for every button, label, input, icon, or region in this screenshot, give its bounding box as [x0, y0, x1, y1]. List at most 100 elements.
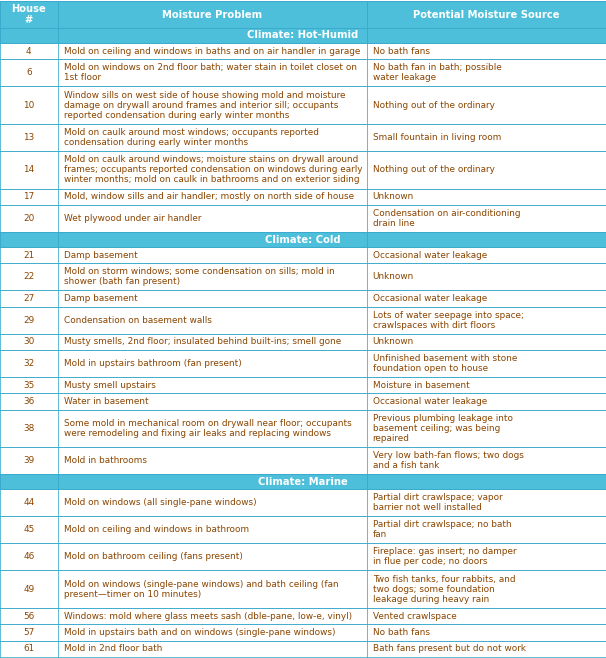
Text: Small fountain in living room: Small fountain in living room: [373, 133, 501, 142]
Text: Occasional water leakage: Occasional water leakage: [373, 251, 487, 260]
Bar: [0, 641, 606, 657]
Bar: [0, 350, 606, 377]
Text: 56: 56: [23, 612, 35, 620]
Text: Lots of water seepage into space;
crawlspaces with dirt floors: Lots of water seepage into space; crawls…: [373, 311, 524, 330]
Text: House
#: House #: [12, 4, 46, 25]
Text: 44: 44: [23, 498, 35, 507]
Text: 29: 29: [23, 316, 35, 324]
Bar: [0, 393, 606, 409]
Text: Mold on ceiling and windows in baths and on air handler in garage: Mold on ceiling and windows in baths and…: [64, 47, 360, 55]
Bar: [0, 124, 606, 151]
Bar: [0, 232, 606, 247]
Text: 45: 45: [23, 525, 35, 534]
Text: Vented crawlspace: Vented crawlspace: [373, 612, 456, 620]
Text: 14: 14: [23, 165, 35, 174]
Bar: [0, 517, 606, 544]
Text: Damp basement: Damp basement: [64, 294, 138, 303]
Bar: [0, 377, 606, 393]
Text: Climate: Marine: Climate: Marine: [258, 477, 348, 487]
Text: Musty smell upstairs: Musty smell upstairs: [64, 380, 156, 390]
Text: Two fish tanks, four rabbits, and
two dogs; some foundation
leakage during heavy: Two fish tanks, four rabbits, and two do…: [373, 574, 515, 604]
Bar: [0, 624, 606, 641]
Text: Climate: Cold: Climate: Cold: [265, 235, 341, 245]
Text: Some mold in mechanical room on drywall near floor; occupants
were remodeling an: Some mold in mechanical room on drywall …: [64, 419, 351, 438]
Text: No bath fans: No bath fans: [373, 47, 430, 55]
Text: Unknown: Unknown: [373, 272, 414, 282]
Text: Unknown: Unknown: [373, 193, 414, 201]
Text: Moisture Problem: Moisture Problem: [162, 9, 262, 20]
Bar: [0, 43, 606, 59]
Text: Mold in bathrooms: Mold in bathrooms: [64, 457, 147, 465]
Text: Mold on bathroom ceiling (fans present): Mold on bathroom ceiling (fans present): [64, 552, 242, 561]
Text: 13: 13: [23, 133, 35, 142]
Text: 49: 49: [23, 585, 35, 594]
Text: 32: 32: [23, 359, 35, 368]
Text: 57: 57: [23, 628, 35, 637]
Text: Occasional water leakage: Occasional water leakage: [373, 397, 487, 406]
Text: Condensation on basement walls: Condensation on basement walls: [64, 316, 211, 324]
Text: Mold in 2nd floor bath: Mold in 2nd floor bath: [64, 644, 162, 653]
Text: Window sills on west side of house showing mold and moisture
damage on drywall a: Window sills on west side of house showi…: [64, 91, 345, 120]
Text: Damp basement: Damp basement: [64, 251, 138, 260]
Bar: [0, 544, 606, 570]
Text: Nothing out of the ordinary: Nothing out of the ordinary: [373, 101, 494, 110]
Text: Wet plywood under air handler: Wet plywood under air handler: [64, 214, 201, 223]
Text: Very low bath-fan flows; two dogs
and a fish tank: Very low bath-fan flows; two dogs and a …: [373, 451, 524, 470]
Text: 21: 21: [23, 251, 35, 260]
Bar: [0, 189, 606, 205]
Text: 10: 10: [23, 101, 35, 110]
Text: Mold on caulk around windows; moisture stains on drywall around
frames; occupant: Mold on caulk around windows; moisture s…: [64, 155, 362, 184]
Bar: [0, 59, 606, 86]
Bar: [0, 28, 606, 43]
Text: Previous plumbing leakage into
basement ceiling; was being
repaired: Previous plumbing leakage into basement …: [373, 414, 513, 443]
Bar: [0, 151, 606, 189]
Text: 39: 39: [23, 457, 35, 465]
Text: 61: 61: [23, 644, 35, 653]
Text: Bath fans present but do not work: Bath fans present but do not work: [373, 644, 525, 653]
Text: Mold on windows (single-pane windows) and bath ceiling (fan
present—timer on 10 : Mold on windows (single-pane windows) an…: [64, 580, 338, 599]
Text: Nothing out of the ordinary: Nothing out of the ordinary: [373, 165, 494, 174]
Bar: [0, 447, 606, 474]
Text: Mold on windows on 2nd floor bath; water stain in toilet closet on
1st floor: Mold on windows on 2nd floor bath; water…: [64, 63, 356, 82]
Text: Occasional water leakage: Occasional water leakage: [373, 294, 487, 303]
Bar: [0, 1, 606, 28]
Text: 36: 36: [23, 397, 35, 406]
Text: Fireplace: gas insert; no damper
in flue per code; no doors: Fireplace: gas insert; no damper in flue…: [373, 547, 516, 567]
Text: 27: 27: [23, 294, 35, 303]
Text: Mold in upstairs bath and on windows (single-pane windows): Mold in upstairs bath and on windows (si…: [64, 628, 335, 637]
Text: 22: 22: [23, 272, 35, 282]
Text: No bath fans: No bath fans: [373, 628, 430, 637]
Bar: [0, 570, 606, 608]
Text: Climate: Hot-Humid: Climate: Hot-Humid: [247, 30, 359, 41]
Text: Water in basement: Water in basement: [64, 397, 148, 406]
Text: No bath fan in bath; possible
water leakage: No bath fan in bath; possible water leak…: [373, 63, 501, 82]
Text: Mold on ceiling and windows in bathroom: Mold on ceiling and windows in bathroom: [64, 525, 248, 534]
Text: Condensation on air-conditioning
drain line: Condensation on air-conditioning drain l…: [373, 209, 520, 228]
Bar: [0, 490, 606, 517]
Text: Moisture in basement: Moisture in basement: [373, 380, 470, 390]
Text: 17: 17: [23, 193, 35, 201]
Text: 38: 38: [23, 424, 35, 433]
Text: 20: 20: [23, 214, 35, 223]
Text: Partial dirt crawlspace; vapor
barrier not well installed: Partial dirt crawlspace; vapor barrier n…: [373, 494, 502, 513]
Bar: [0, 205, 606, 232]
Bar: [0, 247, 606, 263]
Text: Windows: mold where glass meets sash (dble-pane, low-e, vinyl): Windows: mold where glass meets sash (db…: [64, 612, 351, 620]
Text: Unfinished basement with stone
foundation open to house: Unfinished basement with stone foundatio…: [373, 354, 517, 373]
Text: 30: 30: [23, 338, 35, 346]
Bar: [0, 334, 606, 350]
Bar: [0, 307, 606, 334]
Bar: [0, 263, 606, 290]
Text: 46: 46: [23, 552, 35, 561]
Bar: [0, 290, 606, 307]
Text: Mold on caulk around most windows; occupants reported
condensation during early : Mold on caulk around most windows; occup…: [64, 128, 318, 147]
Bar: [0, 86, 606, 124]
Text: Mold on windows (all single-pane windows): Mold on windows (all single-pane windows…: [64, 498, 256, 507]
Bar: [0, 608, 606, 624]
Text: 35: 35: [23, 380, 35, 390]
Bar: [0, 409, 606, 447]
Text: 6: 6: [26, 68, 32, 77]
Text: Partial dirt crawlspace; no bath
fan: Partial dirt crawlspace; no bath fan: [373, 520, 511, 540]
Text: Potential Moisture Source: Potential Moisture Source: [413, 9, 559, 20]
Text: Musty smells, 2nd floor; insulated behind built-ins; smell gone: Musty smells, 2nd floor; insulated behin…: [64, 338, 341, 346]
